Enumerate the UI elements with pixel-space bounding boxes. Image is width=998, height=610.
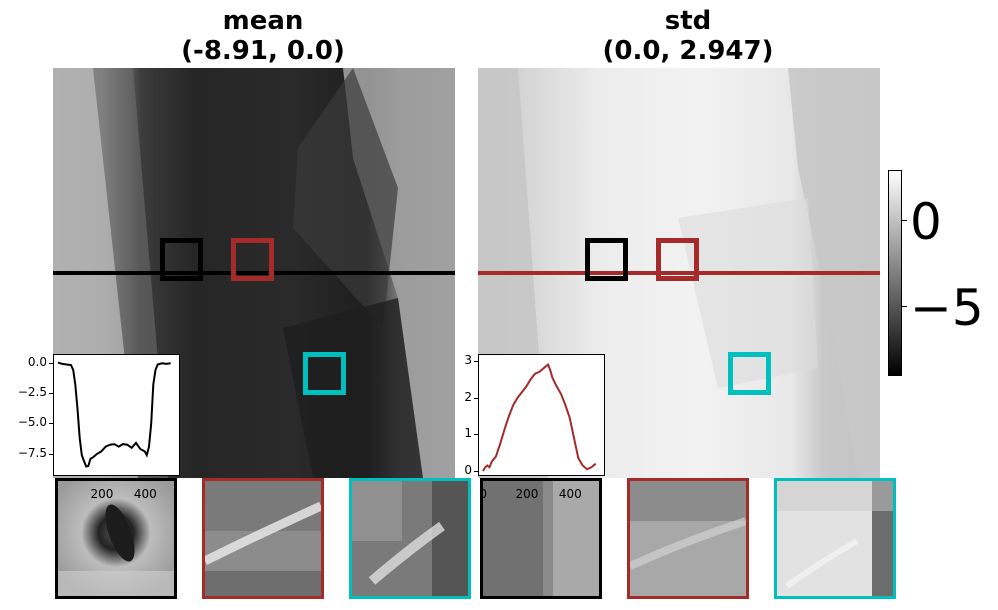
mean-crop-brown-image <box>205 481 321 596</box>
profile-series-line <box>482 362 597 472</box>
profile-series-line <box>57 361 171 468</box>
std-roi-cyan[interactable] <box>728 352 771 395</box>
mean-crop-cyan <box>349 478 471 599</box>
y-tick-label: −5.0 <box>17 415 47 430</box>
mean-profile-plot <box>57 361 171 468</box>
std-crop-brown <box>627 478 749 599</box>
mean-title-line2: (-8.91, 0.0) <box>181 36 345 66</box>
y-tick-mark <box>474 360 478 362</box>
std-title-line1: std <box>664 6 712 36</box>
colorbar-label-neg5: −5 <box>910 279 984 337</box>
mean-crop-cyan-image <box>352 481 468 596</box>
x-tick-label: 400 <box>558 487 582 501</box>
y-tick-mark <box>474 434 478 436</box>
colorbar-tick-neg5 <box>902 306 907 307</box>
y-tick-label: 0 <box>464 463 472 477</box>
std-crop-black-image <box>483 481 599 596</box>
mean-crop-black <box>55 478 177 599</box>
std-roi-black[interactable] <box>585 238 628 281</box>
x-tick-label: 0 <box>479 487 488 501</box>
std-crop-brown-image <box>630 481 746 596</box>
colorbar-label-0: 0 <box>910 193 942 251</box>
y-tick-mark <box>49 362 53 364</box>
mean-profile-line <box>53 271 455 275</box>
std-title-line2: (0.0, 2.947) <box>602 36 774 66</box>
colorbar <box>888 170 902 376</box>
y-tick-label: 1 <box>464 426 472 441</box>
std-roi-brown[interactable] <box>656 238 699 281</box>
y-tick-label: −2.5 <box>17 385 47 400</box>
y-tick-label: 3 <box>464 352 472 367</box>
mean-panel-title: mean (-8.91, 0.0) <box>62 6 464 66</box>
y-tick-mark <box>49 393 53 395</box>
x-tick-label: 400 <box>133 487 157 501</box>
mean-title-line1: mean <box>222 6 304 36</box>
std-crop-cyan <box>774 478 896 599</box>
x-tick-label: 200 <box>515 487 539 501</box>
y-tick-label: 2 <box>464 389 472 404</box>
std-profile-line <box>478 271 880 275</box>
std-crop-black <box>480 478 602 599</box>
mean-crop-brown <box>202 478 324 599</box>
y-tick-label: 0.0 <box>27 354 47 369</box>
mean-crop-black-image <box>58 481 174 596</box>
mean-roi-cyan[interactable] <box>303 352 346 395</box>
x-tick-label: 200 <box>90 487 114 501</box>
std-panel-title: std (0.0, 2.947) <box>487 6 889 66</box>
y-tick-mark <box>474 397 478 399</box>
std-profile-inset <box>478 354 605 476</box>
std-crop-cyan-image <box>777 481 893 596</box>
colorbar-tick-0 <box>902 220 907 221</box>
mean-roi-black[interactable] <box>160 238 203 281</box>
std-profile-plot <box>482 362 597 472</box>
y-tick-mark <box>49 453 53 455</box>
y-tick-mark <box>49 423 53 425</box>
mean-roi-brown[interactable] <box>231 238 274 281</box>
y-tick-label: −7.5 <box>17 445 47 460</box>
mean-profile-inset <box>53 354 180 476</box>
y-tick-mark <box>474 471 478 472</box>
